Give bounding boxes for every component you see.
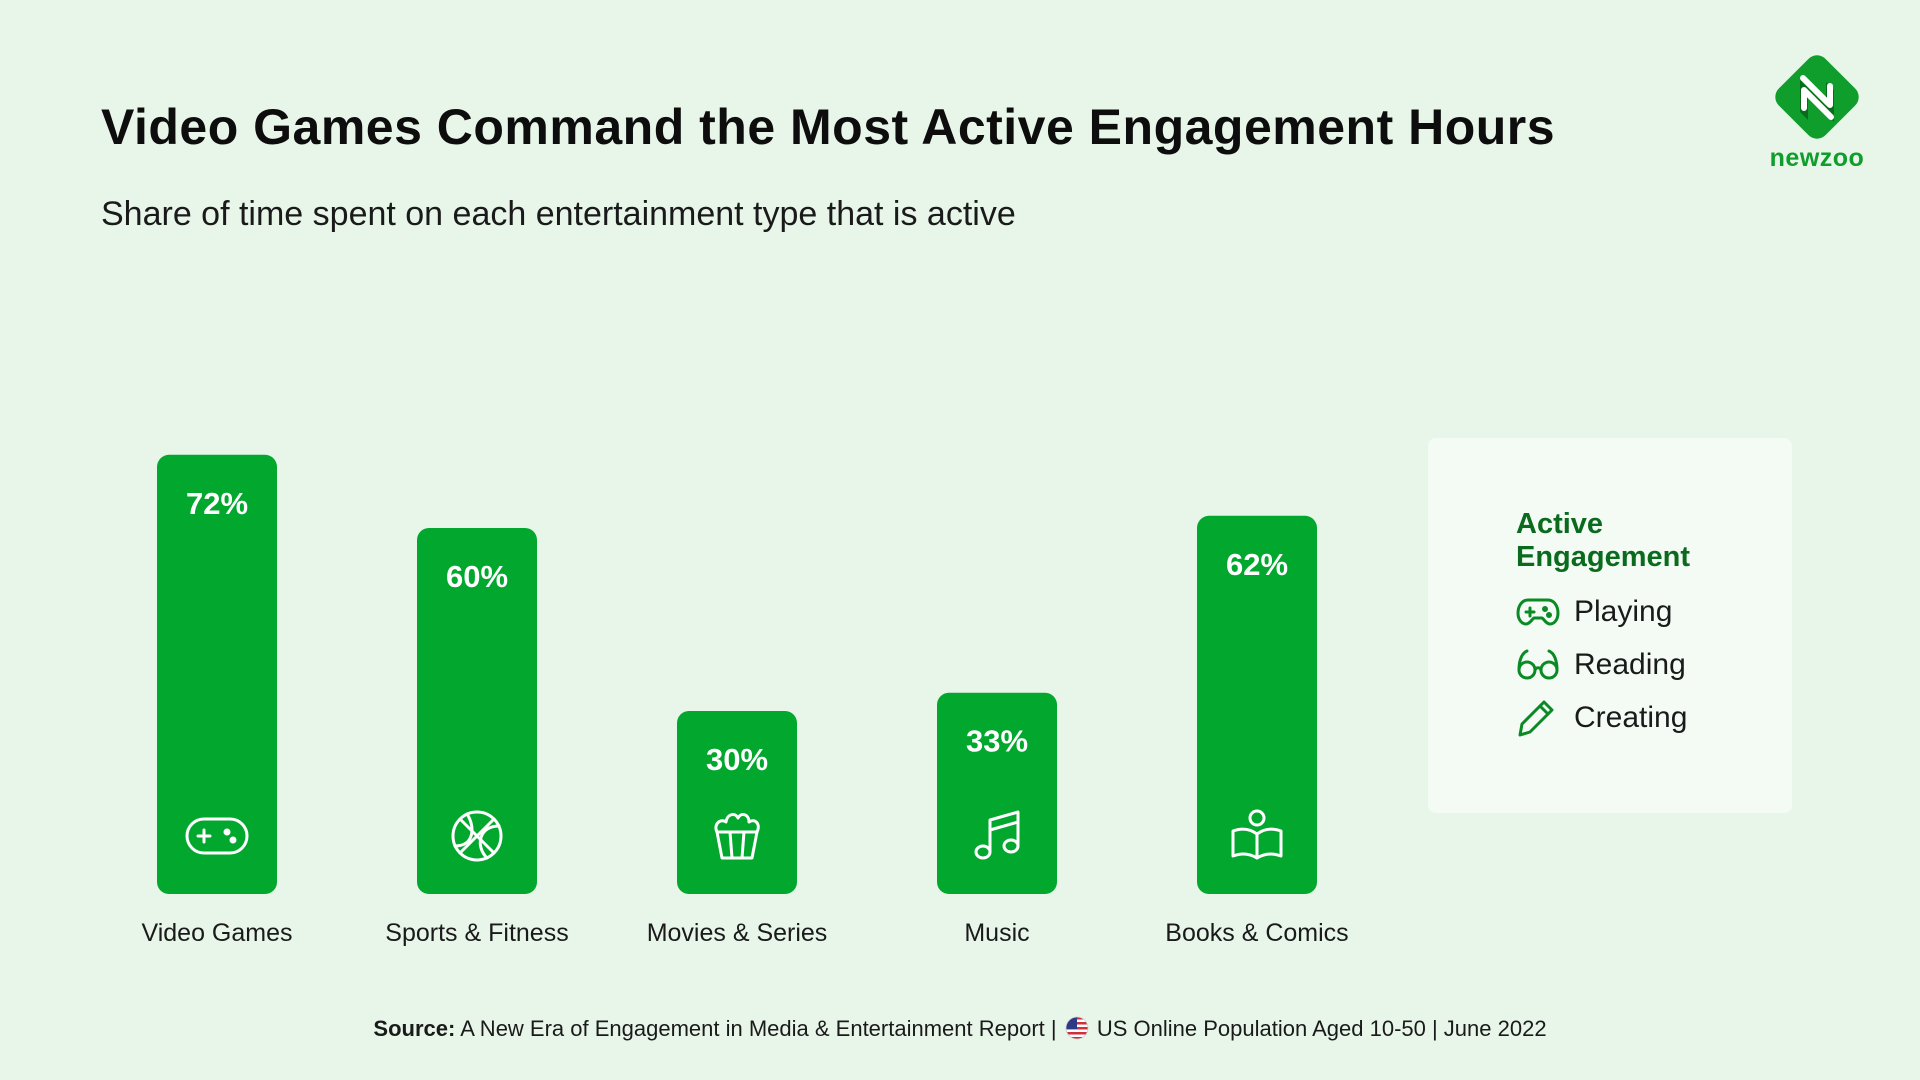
us-flag-icon [1065, 1016, 1089, 1046]
value-label: 72% [186, 486, 248, 521]
basketball-icon [451, 810, 503, 862]
bar-chart: 72% Video Games 60% Sports & Fitness 30% Movi… [141, 454, 1349, 947]
glasses-icon [1516, 645, 1560, 685]
music-note-icon [974, 810, 1020, 860]
legend-label-creating: Creating [1574, 701, 1688, 734]
bar-movies-series [677, 711, 797, 894]
category-label: Movies & Series [647, 919, 828, 947]
bar-sports-fitness [417, 528, 537, 894]
legend-title: Active Engagement [1516, 508, 1691, 573]
value-label: 62% [1226, 547, 1288, 582]
gamepad-icon [1516, 592, 1560, 632]
category-label: Books & Comics [1165, 919, 1348, 947]
bar-video-games [157, 454, 277, 894]
category-label: Music [964, 919, 1029, 947]
value-label: 30% [706, 742, 768, 777]
source-note: Source: A New Era of Engagement in Media… [0, 1016, 1920, 1046]
legend-label-playing: Playing [1574, 595, 1673, 628]
bar-books-comics [1197, 515, 1317, 894]
source-text: A New Era of Engagement in Media & Enter… [460, 1016, 1057, 1041]
bar-music [937, 692, 1057, 894]
reading-book-icon [1231, 809, 1283, 860]
legend-item-creating: Creating [1516, 698, 1687, 738]
chart-title: Video Games Command the Most Active Enga… [101, 99, 1556, 155]
logo-text: newzoo [1769, 144, 1865, 172]
gamepad-icon [185, 817, 249, 855]
legend-item-reading: Reading [1516, 645, 1686, 685]
legend-label-reading: Reading [1574, 648, 1686, 681]
category-label: Sports & Fitness [385, 919, 568, 947]
category-label: Video Games [141, 919, 292, 947]
legend-item-playing: Playing [1516, 592, 1672, 632]
chart-subtitle: Share of time spent on each entertainmen… [101, 195, 1016, 233]
pencil-icon [1516, 698, 1560, 738]
popcorn-icon [714, 813, 760, 860]
value-label: 60% [446, 559, 508, 594]
source-label: Source: [373, 1016, 456, 1041]
source-population: US Online Population Aged 10-50 | June 2… [1096, 1016, 1547, 1041]
legend: Active Engagement Playing Reading [1428, 438, 1792, 813]
logo: newzoo [1762, 50, 1872, 172]
newzoo-logo-icon [1775, 55, 1859, 139]
value-label: 33% [966, 724, 1028, 759]
